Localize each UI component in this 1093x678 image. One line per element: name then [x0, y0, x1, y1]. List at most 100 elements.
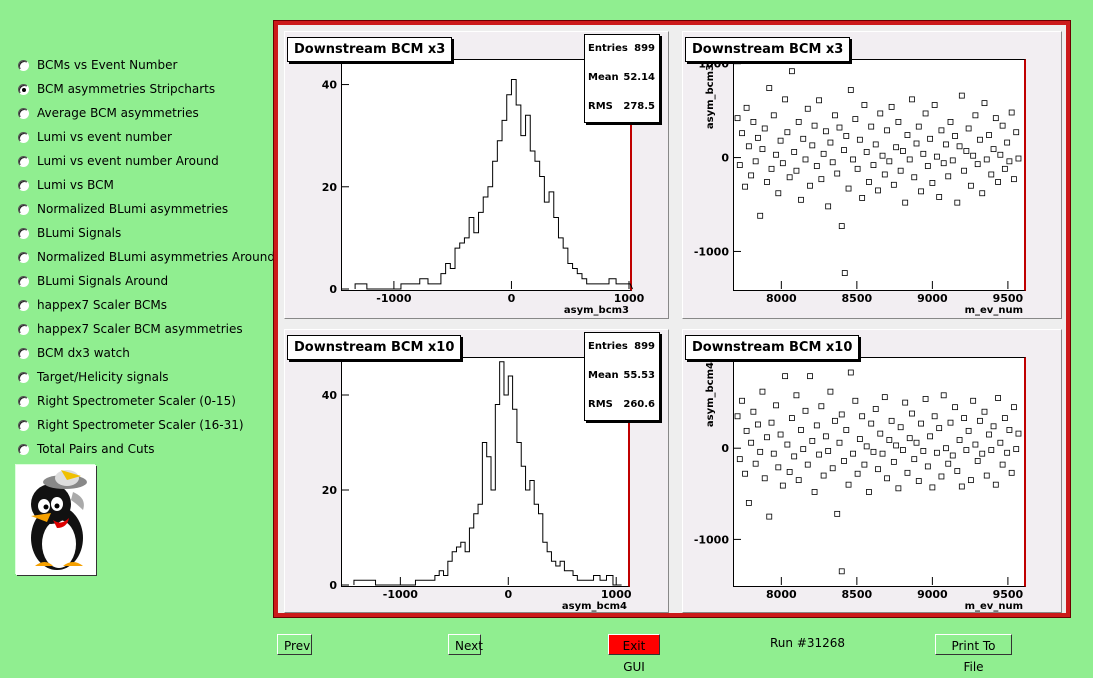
radio-button[interactable]: [18, 60, 29, 71]
scatter-point: [965, 125, 972, 132]
scatter-point: [866, 179, 872, 185]
stat-entries: Entries 899: [585, 35, 659, 64]
radio-button[interactable]: [18, 108, 29, 119]
scatter-point: [1008, 109, 1015, 116]
scatter-point: [863, 443, 870, 450]
menu-option[interactable]: Right Spectrometer Scaler (0-15): [16, 392, 266, 416]
menu-option-label: Target/Helicity signals: [37, 370, 169, 384]
print-to-file-button[interactable]: Print To File: [935, 634, 1012, 674]
menu-option[interactable]: Lumi vs event number: [16, 128, 266, 152]
menu-option-label: BLumi Signals Around: [37, 274, 169, 288]
y-tick-label: -1000: [694, 245, 730, 258]
y-tick-label: 0: [329, 579, 337, 592]
scatter-point: [856, 436, 863, 442]
radio-button[interactable]: [18, 444, 29, 455]
y-tick-label: 0: [721, 442, 729, 455]
prev-button[interactable]: Prev: [277, 634, 312, 655]
scatter-point: [983, 156, 990, 163]
menu-option-label: Right Spectrometer Scaler (16-31): [37, 418, 244, 432]
menu-option[interactable]: BLumi Signals: [16, 224, 266, 248]
menu-option[interactable]: Total Pairs and Cuts: [16, 440, 266, 464]
radio-button[interactable]: [18, 420, 29, 431]
histogram-bin: [616, 284, 623, 289]
scatter-point: [877, 110, 884, 117]
histogram-bin: [573, 576, 577, 586]
radio-button[interactable]: [18, 348, 29, 359]
scatter-point: [811, 122, 818, 129]
exit-gui-button[interactable]: Exit GUI: [608, 634, 660, 674]
scatter-point: [924, 463, 931, 470]
scatter-point: [1006, 158, 1013, 165]
histogram-bin: [355, 284, 367, 289]
scatter-point: [943, 141, 949, 148]
histogram-bin: [493, 161, 498, 289]
scatter-point: [890, 458, 897, 465]
scatter-point: [888, 417, 895, 424]
radio-button[interactable]: [18, 132, 29, 143]
x-tick-label: 9000: [917, 292, 948, 305]
scatter-point: [807, 182, 813, 189]
menu-option[interactable]: BCM dx3 watch: [16, 344, 266, 368]
histogram-bin: [560, 561, 564, 585]
histogram-bin: [568, 263, 573, 289]
histogram-bin: [441, 274, 446, 289]
radio-button[interactable]: [18, 204, 29, 215]
scatter-point: [922, 396, 929, 402]
scatter-point: [988, 171, 995, 178]
menu-option[interactable]: BCMs vs Event Number: [16, 56, 266, 80]
menu-option[interactable]: Right Spectrometer Scaler (16-31): [16, 416, 266, 440]
scatter-point: [847, 369, 854, 376]
histogram-bin: [448, 561, 452, 585]
radio-button[interactable]: [18, 372, 29, 383]
next-button[interactable]: Next: [448, 634, 483, 655]
scatter-point: [927, 433, 934, 440]
radio-button[interactable]: [18, 396, 29, 407]
stat-value: 899: [634, 341, 655, 352]
radio-button[interactable]: [18, 228, 29, 239]
radio-button[interactable]: [18, 252, 29, 263]
menu-option[interactable]: happex7 Scaler BCMs: [16, 296, 266, 320]
stat-label: Mean: [588, 370, 619, 381]
stat-label: Entries: [588, 341, 628, 352]
scatter-point: [870, 162, 877, 168]
menu-option[interactable]: Normalized BLumi asymmetries Around: [16, 248, 275, 272]
histogram-bin: [609, 279, 616, 289]
menu-option[interactable]: BLumi Signals Around: [16, 272, 266, 296]
menu-option[interactable]: Lumi vs event number Around: [16, 152, 266, 176]
menu-option[interactable]: happex7 Scaler BCM asymmetries: [16, 320, 266, 344]
histogram-bin: [558, 238, 563, 289]
stat-rms: RMS 260.6: [585, 391, 659, 420]
menu-option[interactable]: Average BCM asymmetries: [16, 104, 266, 128]
scatter-bcm3: 8000 8500 9000 9500-100001000m_ev_numasym_b…: [694, 58, 1024, 316]
histogram-bin: [474, 233, 479, 289]
scatter-point: [850, 450, 856, 457]
stat-label: RMS: [588, 101, 613, 112]
histogram-bin: [401, 284, 410, 289]
scatter-point: [827, 139, 834, 146]
scatter-point: [954, 468, 961, 474]
histogram-bin: [530, 151, 535, 289]
scatter-point: [931, 102, 938, 108]
radio-button[interactable]: [18, 276, 29, 287]
menu-option[interactable]: BCM asymmetries Stripcharts: [16, 80, 266, 104]
radio-button[interactable]: [18, 180, 29, 191]
scatter-point: [775, 464, 782, 471]
menu-option[interactable]: Normalized BLumi asymmetries: [16, 200, 266, 224]
histogram-bin: [410, 284, 419, 289]
histogram-bcm3: -1000 0 1000 0 20 40 asym_bcm3: [322, 79, 645, 316]
radio-button[interactable]: [18, 84, 29, 95]
scatter-point: [1011, 176, 1017, 183]
radio-button[interactable]: [18, 324, 29, 335]
radio-button[interactable]: [18, 156, 29, 167]
scatter-point: [936, 425, 943, 432]
radio-button[interactable]: [18, 300, 29, 311]
scatter-point: [995, 395, 1001, 401]
scatter-point: [965, 427, 972, 434]
scatter-point: [782, 96, 789, 103]
menu-option[interactable]: Lumi vs BCM: [16, 176, 266, 200]
menu-option[interactable]: Target/Helicity signals: [16, 368, 266, 392]
menu-option-label: BLumi Signals: [37, 226, 122, 240]
scatter-point: [841, 147, 847, 153]
scatter-point: [872, 141, 879, 148]
histogram-bin: [511, 79, 516, 289]
